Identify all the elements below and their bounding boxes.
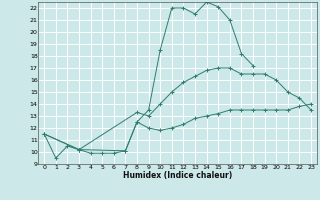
X-axis label: Humidex (Indice chaleur): Humidex (Indice chaleur) <box>123 171 232 180</box>
